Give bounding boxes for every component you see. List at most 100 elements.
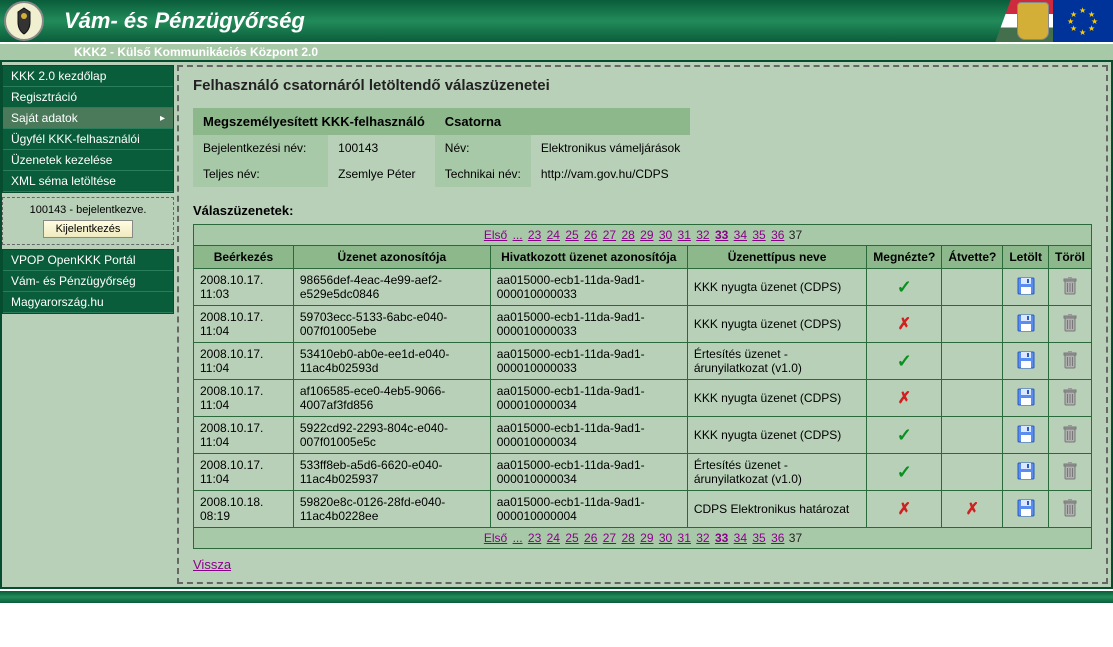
cell-delete[interactable] [1049,454,1092,491]
trash-icon[interactable] [1062,462,1078,480]
login-status-box: 100143 - bejelentkezve. Kijelentkezés [2,197,174,245]
pager-page-33[interactable]: 33 [715,228,728,242]
cell-download[interactable] [1003,306,1049,343]
pager-page-29[interactable]: 29 [640,531,653,545]
info-fullname-label: Teljes név: [193,161,328,187]
sidebar-item-2[interactable]: Saját adatok▸ [3,108,173,129]
chevron-right-icon: ▸ [160,113,165,124]
pager-page-26[interactable]: 26 [584,531,597,545]
pager-page-25[interactable]: 25 [565,228,578,242]
sidebar-item-1[interactable]: Regisztráció [3,87,173,108]
pager-page-23[interactable]: 23 [528,228,541,242]
pager-page-27[interactable]: 27 [603,531,616,545]
ext-link-1[interactable]: Vám- és Pénzügyőrség [3,271,173,292]
pager-page-31[interactable]: 31 [678,228,691,242]
pager-first[interactable]: Első [484,228,507,242]
trash-icon[interactable] [1062,351,1078,369]
cell-download[interactable] [1003,491,1049,528]
pager-page-27[interactable]: 27 [603,228,616,242]
pager-page-30[interactable]: 30 [659,228,672,242]
table-row: 2008.10.17. 11:0398656def-4eac-4e99-aef2… [194,269,1092,306]
save-icon[interactable] [1017,462,1035,480]
pager-page-25[interactable]: 25 [565,531,578,545]
trash-icon[interactable] [1062,425,1078,443]
pager-first[interactable]: Első [484,531,507,545]
cell-type: KKK nyugta üzenet (CDPS) [687,269,866,306]
ext-link-0[interactable]: VPOP OpenKKK Portál [3,250,173,271]
pager-page-32[interactable]: 32 [696,228,709,242]
cell-download[interactable] [1003,417,1049,454]
pager-bottom: Első ... 23 24 25 26 27 28 29 30 31 32 3… [194,528,1092,549]
header-flags: ★ ★ ★ ★ ★ ★ ★ ★ [1003,0,1113,42]
sidebar-item-4[interactable]: Üzenetek kezelése [3,150,173,171]
logo-icon [4,1,44,41]
pager-page-30[interactable]: 30 [659,531,672,545]
cell-refid: aa015000-ecb1-11da-9ad1-000010000034 [490,454,687,491]
cell-type: Értesítés üzenet - árunyilatkozat (v1.0) [687,343,866,380]
cell-delete[interactable] [1049,380,1092,417]
info-name-value: Elektronikus vámeljárások [531,135,690,161]
cell-download[interactable] [1003,454,1049,491]
cell-delete[interactable] [1049,417,1092,454]
pager-dots[interactable]: ... [513,531,523,545]
save-icon[interactable] [1017,425,1035,443]
ext-link-2[interactable]: Magyarország.hu [3,292,173,313]
cell-delete[interactable] [1049,306,1092,343]
save-icon[interactable] [1017,351,1035,369]
cell-delete[interactable] [1049,269,1092,306]
pager-page-35[interactable]: 35 [752,531,765,545]
pager-page-26[interactable]: 26 [584,228,597,242]
pager-page-32[interactable]: 32 [696,531,709,545]
main-content: Felhasználó csatornáról letöltendő válas… [177,65,1108,584]
check-icon: ✓ [897,351,912,371]
pager-page-35[interactable]: 35 [752,228,765,242]
app-title: Vám- és Pénzügyőrség [64,8,305,34]
cell-type: KKK nyugta üzenet (CDPS) [687,380,866,417]
main-menu: KKK 2.0 kezdőlapRegisztrációSaját adatok… [2,65,174,193]
logout-button[interactable]: Kijelentkezés [43,220,134,238]
info-login-value: 100143 [328,135,435,161]
pager-page-31[interactable]: 31 [678,531,691,545]
back-link[interactable]: Vissza [193,557,231,572]
app-header: Vám- és Pénzügyőrség ★ ★ ★ ★ ★ ★ ★ ★ [0,0,1113,42]
pager-page-36[interactable]: 36 [771,228,784,242]
cell-msgid: 5922cd92-2293-804c-e040-007f01005e5c [293,417,490,454]
pager-page-33[interactable]: 33 [715,531,728,545]
cell-download[interactable] [1003,380,1049,417]
pager-page-24[interactable]: 24 [547,228,560,242]
save-icon[interactable] [1017,314,1035,332]
cell-delete[interactable] [1049,343,1092,380]
pager-dots[interactable]: ... [513,228,523,242]
check-icon: ✓ [897,277,912,297]
sidebar-item-0[interactable]: KKK 2.0 kezdőlap [3,66,173,87]
trash-icon[interactable] [1062,277,1078,295]
cell-delete[interactable] [1049,491,1092,528]
save-icon[interactable] [1017,499,1035,517]
save-icon[interactable] [1017,277,1035,295]
trash-icon[interactable] [1062,499,1078,517]
sidebar-item-5[interactable]: XML séma letöltése [3,171,173,192]
pager-page-34[interactable]: 34 [734,228,747,242]
cell-download[interactable] [1003,343,1049,380]
table-row: 2008.10.18. 08:1959820e8c-0126-28fd-e040… [194,491,1092,528]
sidebar-item-3[interactable]: Ügyfél KKK-felhasználói [3,129,173,150]
cell-time: 2008.10.17. 11:04 [194,380,294,417]
trash-icon[interactable] [1062,314,1078,332]
pager-page-23[interactable]: 23 [528,531,541,545]
cell-type: KKK nyugta üzenet (CDPS) [687,417,866,454]
pager-page-24[interactable]: 24 [547,531,560,545]
pager-page-28[interactable]: 28 [621,228,634,242]
pager-page-28[interactable]: 28 [621,531,634,545]
table-row: 2008.10.17. 11:04af106585-ece0-4eb5-9066… [194,380,1092,417]
info-header-channel: Csatorna [435,108,690,135]
trash-icon[interactable] [1062,388,1078,406]
pager-page-34[interactable]: 34 [734,531,747,545]
table-row: 2008.10.17. 11:0459703ecc-5133-6abc-e040… [194,306,1092,343]
save-icon[interactable] [1017,388,1035,406]
cell-download[interactable] [1003,269,1049,306]
info-name-label: Név: [435,135,531,161]
info-login-label: Bejelentkezési név: [193,135,328,161]
pager-page-29[interactable]: 29 [640,228,653,242]
cell-taken: ✗ [942,491,1003,528]
pager-page-36[interactable]: 36 [771,531,784,545]
